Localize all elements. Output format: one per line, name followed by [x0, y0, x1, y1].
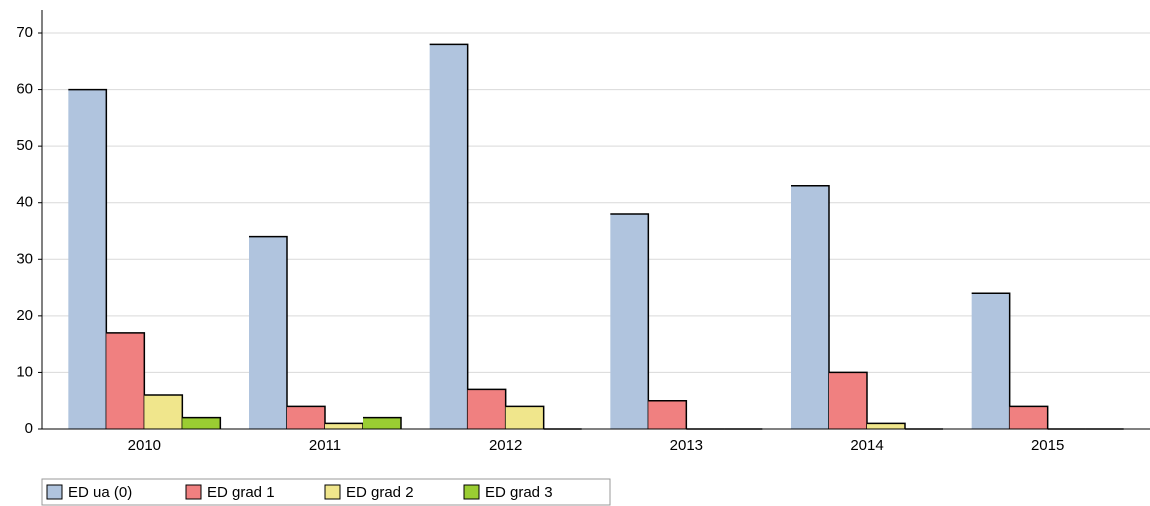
y-tick-label: 70 [16, 24, 33, 41]
legend-swatch [463, 484, 480, 500]
bar [971, 293, 1010, 429]
bar-edge [610, 213, 650, 429]
bar [106, 332, 145, 429]
legend-label: ED grad 3 [485, 484, 553, 501]
bar-edge [249, 235, 288, 429]
bar [182, 417, 221, 429]
bar-edge [1009, 405, 1049, 429]
y-tick-label: 40 [16, 194, 33, 211]
x-tick-label: 2012 [489, 437, 522, 454]
bar [867, 423, 905, 429]
bar [467, 389, 506, 429]
legend-label: ED grad 1 [207, 484, 275, 501]
x-tick-label: 2011 [309, 437, 341, 454]
x-tick-label: 2015 [1031, 437, 1064, 454]
legend-swatch [46, 484, 63, 500]
bar [287, 406, 325, 429]
bar [610, 214, 649, 429]
x-tick-label: 2010 [128, 437, 161, 454]
bar-edge [971, 292, 1011, 429]
bar-edge [505, 405, 545, 429]
bar [791, 185, 829, 429]
y-tick-label: 50 [16, 137, 33, 154]
y-tick-label: 20 [16, 307, 33, 324]
bar-edge [829, 371, 868, 429]
bar-edge [648, 399, 688, 429]
bar [363, 417, 401, 429]
bar-edge [429, 43, 469, 429]
bar-edge [68, 88, 108, 429]
bar-edge [791, 184, 830, 429]
y-tick-label: 10 [16, 363, 33, 380]
x-tick-label: 2013 [670, 437, 703, 454]
bar [429, 44, 468, 430]
bar [144, 395, 183, 429]
bar [829, 372, 867, 429]
legend-swatch [324, 484, 341, 500]
legend-label: ED ua (0) [68, 484, 132, 501]
bar-edge [867, 422, 906, 429]
legend-label: ED grad 2 [346, 484, 414, 501]
bar-edge [363, 416, 402, 429]
bar [505, 406, 544, 429]
y-tick-label: 60 [16, 81, 33, 98]
bar [325, 423, 363, 429]
bar [68, 89, 107, 430]
y-tick-label: 0 [25, 420, 33, 437]
bar-edge [287, 405, 326, 429]
bar [648, 400, 687, 429]
legend-swatch [185, 484, 202, 500]
bar [249, 236, 287, 429]
bar [1009, 406, 1048, 429]
bar-edge [182, 416, 222, 429]
x-tick-label: 2014 [850, 437, 883, 454]
y-tick-label: 30 [16, 250, 33, 267]
